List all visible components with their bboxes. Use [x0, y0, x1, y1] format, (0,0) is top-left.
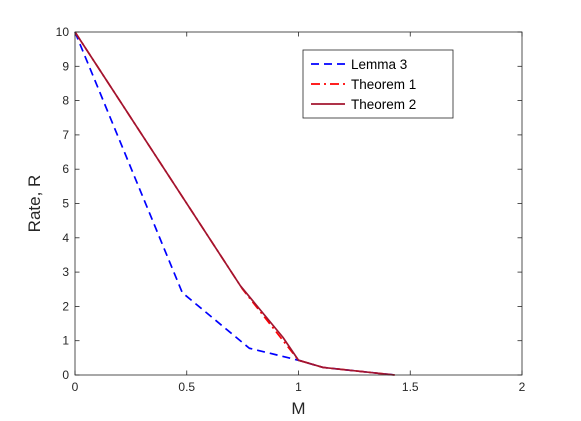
y-tick-label: 9	[62, 59, 69, 73]
y-tick-label: 2	[62, 299, 69, 313]
y-tick-label: 7	[62, 128, 69, 142]
series-line-theorem-2	[74, 31, 395, 376]
y-tick-label: 0	[62, 368, 69, 382]
legend-label: Theorem 1	[351, 77, 416, 92]
y-axis-label: Rate, R	[25, 175, 44, 233]
y-tick-label: 4	[62, 231, 69, 245]
x-axis-label: M	[291, 399, 305, 418]
y-tick-label: 3	[62, 265, 69, 279]
legend: Lemma 3 Theorem 1 Theorem 2	[302, 49, 454, 119]
y-tick-label: 5	[62, 197, 69, 211]
x-tick-label: 1.5	[402, 380, 419, 394]
legend-label: Theorem 2	[351, 97, 416, 112]
legend-box	[302, 49, 454, 119]
y-tick-label: 1	[62, 334, 69, 348]
y-tick-label: 8	[62, 94, 69, 108]
series-layer	[74, 31, 395, 376]
plot-area	[75, 32, 522, 375]
x-tick-label: 0	[72, 380, 79, 394]
x-tick-label: 1	[295, 380, 302, 394]
x-tick-label: 0.5	[178, 380, 195, 394]
plot-frame	[74, 31, 523, 376]
ticks-layer: 0 0.5 1 1.5 2 0 1 2 3 4 5 6 7 8 9 10	[56, 25, 526, 394]
legend-label: Lemma 3	[351, 57, 407, 72]
y-tick-label: 6	[62, 162, 69, 176]
y-tick-label: 10	[56, 25, 70, 39]
x-tick-label: 2	[519, 380, 526, 394]
